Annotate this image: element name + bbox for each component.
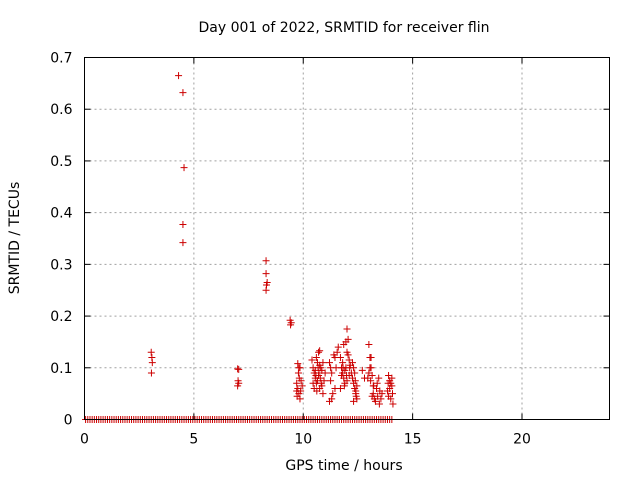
data-point xyxy=(296,395,304,403)
data-point xyxy=(314,364,322,372)
grid-lines xyxy=(84,57,610,420)
data-point xyxy=(350,397,358,405)
data-point xyxy=(316,374,324,382)
data-point xyxy=(294,360,302,368)
data-point xyxy=(297,377,305,385)
data-point xyxy=(358,366,366,374)
y-tick-label: 0.2 xyxy=(50,309,72,325)
data-point xyxy=(287,321,295,329)
data-point xyxy=(148,359,156,367)
data-point xyxy=(312,372,320,380)
data-point xyxy=(367,353,375,361)
data-point xyxy=(333,348,341,356)
x-tick-label: 20 xyxy=(513,432,531,448)
x-axis-label: GPS time / hours xyxy=(285,458,402,474)
data-point xyxy=(313,387,321,395)
data-point xyxy=(262,257,270,265)
data-point xyxy=(147,348,155,356)
x-tick-labels: 0 5 10 15 20 xyxy=(80,432,531,448)
data-point xyxy=(340,341,348,349)
data-point xyxy=(388,374,396,382)
data-point xyxy=(294,369,302,377)
x-tick-label: 0 xyxy=(80,432,89,448)
y-tick-label: 0.3 xyxy=(50,257,72,273)
data-point xyxy=(367,377,375,385)
y-tick-label: 0.5 xyxy=(50,154,72,170)
data-point xyxy=(353,382,361,390)
data-point xyxy=(293,379,301,387)
data-point xyxy=(343,325,351,333)
data-point xyxy=(350,364,358,372)
data-point xyxy=(348,359,356,367)
data-point xyxy=(365,369,373,377)
data-point xyxy=(343,372,351,380)
data-point xyxy=(384,379,392,387)
data-point xyxy=(180,164,188,172)
y-tick-label: 0 xyxy=(64,413,73,429)
data-point xyxy=(316,347,324,355)
data-point xyxy=(147,369,155,377)
data-point xyxy=(387,395,395,403)
y-tick-label: 0.7 xyxy=(50,51,72,67)
y-tick-labels: 0 0.1 0.2 0.3 0.4 0.5 0.6 0.7 xyxy=(50,51,72,429)
data-point xyxy=(352,392,360,400)
plot-frame xyxy=(84,57,610,420)
data-point xyxy=(351,377,359,385)
data-points xyxy=(82,72,397,423)
data-point xyxy=(179,221,187,229)
data-point xyxy=(319,390,327,398)
data-point xyxy=(234,382,242,390)
data-point xyxy=(378,390,386,398)
data-point xyxy=(319,359,327,367)
data-point xyxy=(386,384,394,392)
data-point xyxy=(389,400,397,408)
x-tick-label: 5 xyxy=(189,432,198,448)
data-point xyxy=(179,239,187,247)
data-point xyxy=(321,369,329,377)
data-point xyxy=(175,72,183,80)
data-point xyxy=(308,356,316,364)
y-tick-label: 0.4 xyxy=(50,206,72,222)
x-tick-label: 10 xyxy=(294,432,312,448)
data-point xyxy=(375,374,383,382)
data-point xyxy=(312,353,320,361)
data-point xyxy=(317,379,325,387)
data-point xyxy=(309,379,317,387)
data-point xyxy=(235,365,243,373)
data-point xyxy=(329,390,337,398)
data-point xyxy=(328,369,336,377)
data-point xyxy=(344,335,352,343)
data-point xyxy=(344,351,352,359)
data-point xyxy=(179,89,187,97)
data-point xyxy=(336,384,344,392)
data-point xyxy=(389,390,396,398)
data-point xyxy=(377,395,385,403)
data-point xyxy=(298,382,306,390)
data-point xyxy=(297,387,305,395)
data-point xyxy=(366,364,374,372)
data-point xyxy=(296,364,304,372)
data-point xyxy=(373,379,381,387)
data-point xyxy=(375,400,383,408)
data-point xyxy=(365,341,373,349)
data-point xyxy=(351,369,359,377)
data-point xyxy=(334,343,342,351)
data-point xyxy=(340,382,348,390)
y-tick-label: 0.1 xyxy=(50,361,72,377)
data-point xyxy=(339,364,347,372)
data-point xyxy=(328,395,336,403)
data-point xyxy=(315,348,323,356)
data-point xyxy=(327,377,335,385)
y-tick-label: 0.6 xyxy=(50,102,72,118)
data-point xyxy=(336,353,344,361)
data-point xyxy=(262,286,270,294)
x-tick-label: 15 xyxy=(404,432,422,448)
y-axis-label: SRMTID / TECUs xyxy=(7,182,23,295)
data-point xyxy=(262,270,270,278)
data-point xyxy=(234,365,242,373)
data-point xyxy=(326,359,333,367)
data-point xyxy=(371,397,379,405)
chart-title: Day 001 of 2022, SRMTID for receiver fli… xyxy=(199,20,490,36)
